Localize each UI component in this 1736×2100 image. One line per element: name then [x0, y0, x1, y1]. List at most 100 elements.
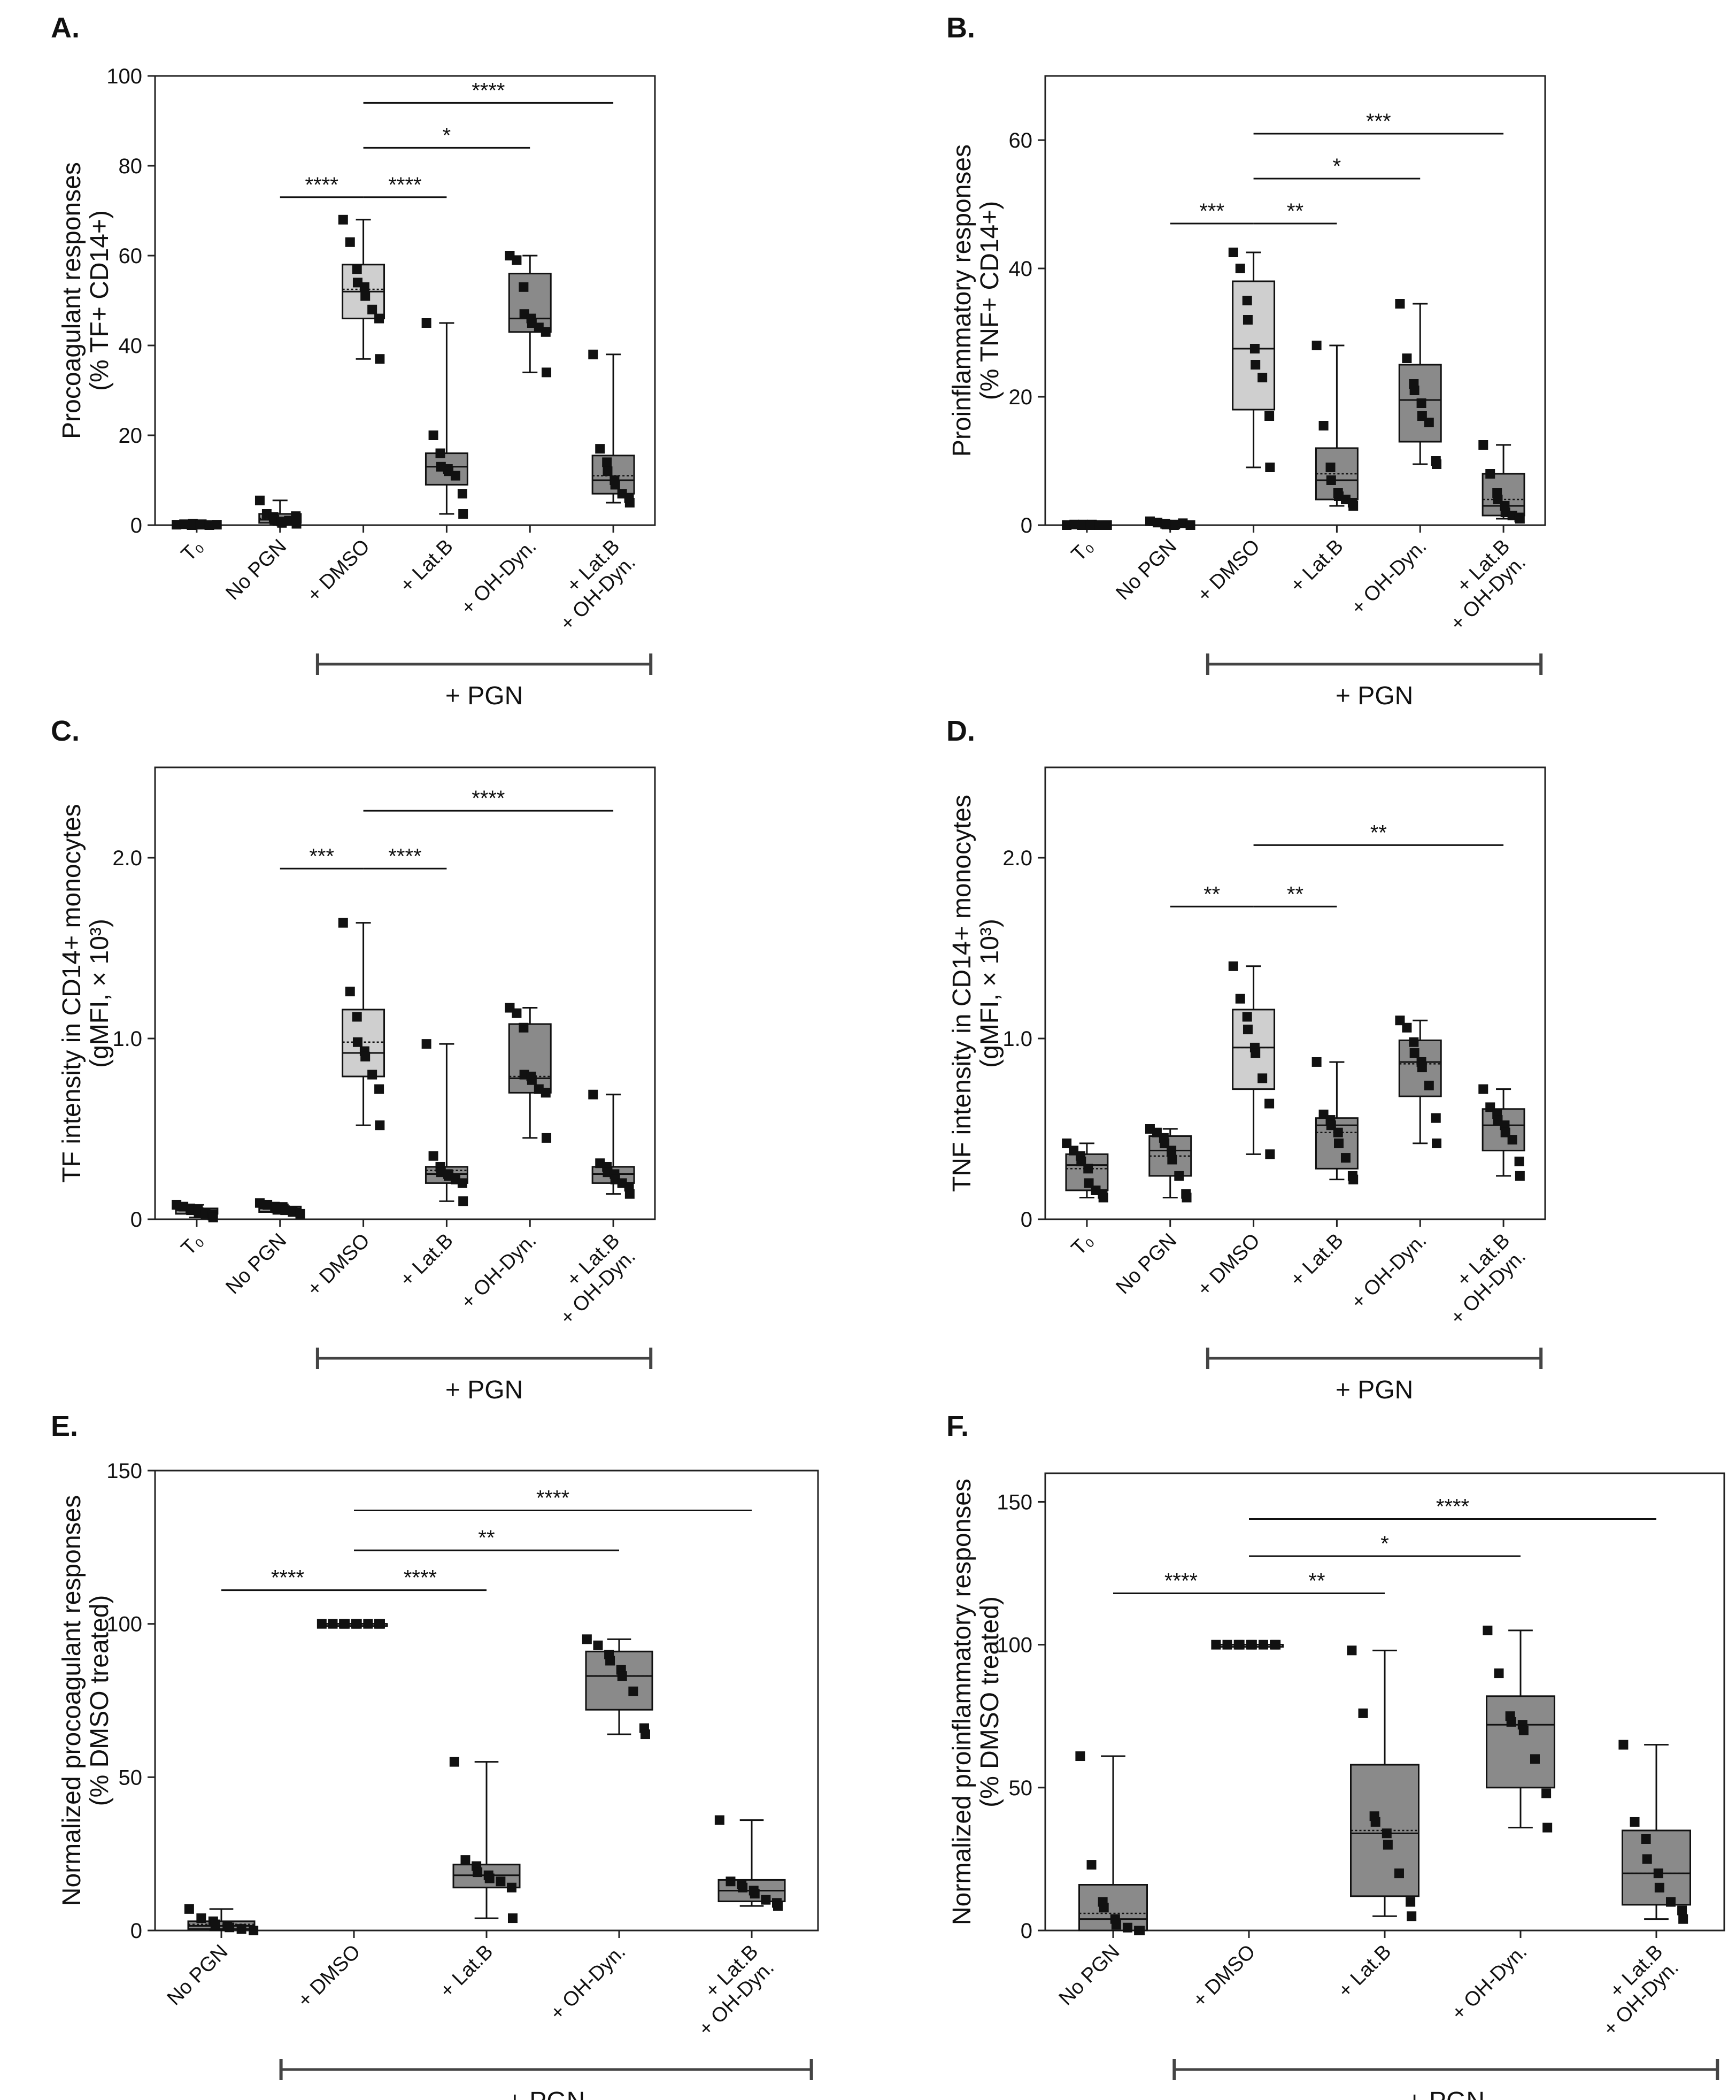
data-point — [542, 367, 552, 378]
x-tick-label: + Lat.B+ OH-Dyn. — [678, 1941, 778, 2041]
x-tick-label: No PGN — [163, 1941, 233, 2010]
y-axis-label: Proinflammatory responses(% TNF+ CD14+) — [948, 144, 1004, 457]
x-tick-label: + Lat.B — [1286, 1229, 1348, 1291]
panel-3: C.01.02.0TF intensity in CD14+ monocytes… — [51, 715, 656, 1404]
data-point — [595, 444, 605, 454]
significance-label: ** — [1203, 882, 1220, 906]
data-point — [624, 498, 635, 507]
box-5 — [505, 1003, 552, 1143]
x-tick-label: + OH-Dyn. — [457, 535, 541, 619]
data-point — [208, 1212, 218, 1222]
y-axis-label: TNF intensity in CD14+ monocytes(gMFI, ×… — [948, 795, 1004, 1192]
box-4 — [1483, 1625, 1555, 1833]
x-tick-label: + Lat.B+ OH-Dyn. — [1583, 1941, 1683, 2041]
box-3 — [449, 1757, 521, 1924]
significance-label: *** — [309, 844, 334, 868]
data-point — [1677, 1905, 1687, 1916]
data-point — [225, 1922, 235, 1933]
data-point — [288, 1207, 298, 1217]
x-tick-label: + DMSO — [1189, 1941, 1260, 2012]
data-point — [210, 1919, 220, 1929]
panel-5: E. 0 50 100 150 Normalized procoagulant respo… — [51, 1410, 819, 2100]
box-3 — [1228, 961, 1276, 1159]
data-point — [1264, 1098, 1275, 1109]
data-point — [1311, 341, 1322, 350]
data-point — [1506, 1717, 1516, 1727]
y-tick-label: 0 — [130, 1919, 142, 1943]
data-point — [1642, 1854, 1652, 1864]
x-tick-label-line: + OH-Dyn. — [457, 1229, 541, 1313]
data-point — [1182, 1193, 1192, 1203]
significance-label: **** — [271, 1566, 304, 1590]
x-tick-label: + Lat.B — [396, 535, 458, 597]
x-tick-label-line: T₀ — [1067, 535, 1098, 566]
box-iqr — [1622, 1829, 1691, 1906]
data-point — [519, 282, 529, 292]
data-point — [1654, 1882, 1664, 1893]
box-5 — [1395, 299, 1442, 469]
data-point — [773, 1901, 783, 1911]
data-point — [367, 304, 377, 314]
box-6 — [588, 349, 635, 507]
box-6 — [1478, 1084, 1525, 1181]
x-tick-label-line: No PGN — [1112, 535, 1181, 605]
data-point — [196, 1913, 206, 1924]
box-2 — [1145, 516, 1195, 530]
significance-label: **** — [404, 1566, 437, 1590]
data-point — [295, 1209, 305, 1219]
x-tick-label: + Lat.B — [436, 1941, 498, 2003]
panel-letter: D. — [946, 715, 975, 747]
data-point — [1078, 519, 1088, 529]
data-point — [345, 987, 355, 997]
data-point — [1249, 344, 1260, 353]
data-point — [1494, 1668, 1504, 1679]
data-point — [1160, 1139, 1170, 1149]
data-point — [458, 1196, 468, 1206]
y-axis-label-line: (% DMSO treated) — [976, 1596, 1004, 1807]
data-point — [541, 327, 551, 337]
data-point — [1222, 1640, 1232, 1650]
box-2 — [254, 1198, 305, 1219]
x-tick-label: No PGN — [1112, 535, 1181, 605]
group-label: + PGN — [1407, 2087, 1485, 2100]
data-point — [449, 1757, 459, 1767]
significance-label: *** — [1199, 199, 1224, 223]
data-point — [1409, 1037, 1419, 1047]
data-point — [1334, 1139, 1344, 1149]
plot-frame — [154, 75, 656, 526]
data-point — [1178, 518, 1188, 528]
box-1 — [172, 1199, 219, 1222]
y-axis-label-line: Procoagulant responses — [58, 162, 86, 439]
plot-frame — [1044, 75, 1546, 526]
box-1 — [172, 519, 222, 530]
x-tick-label: + OH-Dyn. — [457, 1229, 541, 1313]
x-tick-label: + OH-Dyn. — [1347, 1229, 1431, 1313]
data-point — [1402, 1022, 1412, 1033]
data-point — [1111, 1920, 1121, 1930]
data-point — [1161, 519, 1171, 529]
x-tick-label: + OH-Dyn. — [1447, 1941, 1531, 2025]
data-point — [352, 1037, 362, 1047]
data-point — [328, 1619, 338, 1629]
y-axis-label-line: TF intensity in CD14+ monocytes — [58, 804, 86, 1182]
y-tick-label: 150 — [997, 1490, 1032, 1514]
x-tick-label: + Lat.B+ OH-Dyn. — [1430, 535, 1530, 635]
data-point — [1122, 1922, 1132, 1933]
significance-label: **** — [472, 79, 505, 102]
data-point — [352, 1619, 362, 1629]
data-point — [512, 1008, 522, 1018]
data-point — [1530, 1754, 1540, 1764]
data-point — [1235, 994, 1245, 1004]
group-label: + PGN — [507, 2087, 585, 2100]
data-point — [1258, 1640, 1268, 1650]
data-point — [1083, 1164, 1093, 1174]
y-tick-label: 60 — [119, 244, 143, 268]
panel-letter: A. — [51, 12, 80, 44]
data-point — [1478, 1084, 1488, 1094]
data-point — [317, 1619, 327, 1629]
data-point — [1432, 459, 1442, 469]
data-point — [458, 509, 468, 519]
box-1 — [1062, 519, 1112, 530]
y-tick-label: 40 — [119, 334, 143, 358]
